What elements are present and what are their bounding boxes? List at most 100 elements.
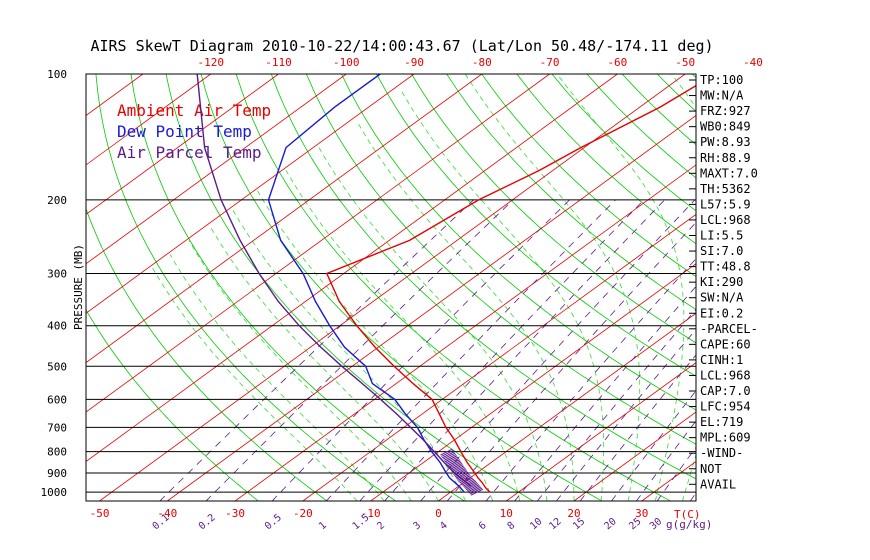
dry-adiabat-line bbox=[341, 74, 696, 411]
index-label: TP:100 bbox=[700, 73, 743, 87]
index-label: -WIND- bbox=[700, 446, 743, 460]
mixing-ratio-line bbox=[514, 285, 696, 501]
chart-title: AIRS SkewT Diagram 2010-10-22/14:00:43.6… bbox=[90, 37, 713, 55]
wind-barb-tick bbox=[462, 479, 476, 487]
mixing-ratio-axis-label: g(g/kg) bbox=[666, 518, 712, 531]
mixing-ratio-line bbox=[446, 221, 696, 501]
isotherm-line bbox=[86, 74, 347, 265]
index-label: KI:290 bbox=[700, 275, 743, 289]
top-temperature-tick-label: -70 bbox=[540, 56, 560, 69]
mixing-ratio-line bbox=[556, 328, 696, 501]
wind-barb-tick bbox=[443, 453, 457, 461]
dry-adiabat-line bbox=[516, 74, 696, 245]
mixing-ratio-line bbox=[326, 199, 616, 501]
index-label: SW:N/A bbox=[700, 291, 744, 305]
series-line-ambient-air-temp bbox=[325, 84, 696, 493]
pressure-tick-label: 100 bbox=[47, 68, 67, 81]
top-temperature-tick-label: -110 bbox=[265, 56, 292, 69]
isotherm-line bbox=[167, 115, 696, 501]
isotherm-line bbox=[99, 74, 686, 501]
moist-adiabat-line bbox=[209, 225, 439, 501]
index-label: TT:48.8 bbox=[700, 260, 751, 274]
index-label: EI:0.2 bbox=[700, 306, 743, 320]
index-label: WB0:849 bbox=[700, 120, 751, 134]
dry-adiabat-line bbox=[270, 74, 696, 480]
moist-adiabat-lines bbox=[151, 74, 696, 501]
index-label: CAP:7.0 bbox=[700, 384, 751, 398]
wind-barb-tick bbox=[463, 480, 477, 488]
dry-adiabat-line bbox=[86, 309, 259, 501]
wind-barb-tick bbox=[454, 469, 467, 477]
pressure-tick-label: 300 bbox=[47, 268, 67, 281]
index-label: TH:5362 bbox=[700, 182, 751, 196]
isotherm-line bbox=[505, 362, 696, 501]
mixing-ratio-tick-label: 2 bbox=[375, 520, 387, 532]
isotherm-line bbox=[777, 74, 870, 501]
index-label: NOT bbox=[700, 462, 722, 476]
mixing-ratio-tick-label: 4 bbox=[438, 520, 450, 532]
top-temperature-tick-label: -90 bbox=[404, 56, 424, 69]
isotherm-line bbox=[573, 411, 696, 501]
y-axis-label: PRESSURE (MB) bbox=[72, 244, 85, 330]
index-label: CAPE:60 bbox=[700, 337, 751, 351]
mixing-ratio-line bbox=[485, 258, 696, 501]
bottom-temperature-tick-label: 30 bbox=[635, 507, 648, 520]
top-temperature-tick-label: -100 bbox=[333, 56, 360, 69]
wind-barb-tick bbox=[452, 466, 465, 474]
series-line-air-parcel-temp bbox=[196, 74, 472, 487]
legend-entry: Air Parcel Temp bbox=[117, 143, 262, 162]
top-temperature-tick-label: -40 bbox=[743, 56, 763, 69]
wind-barb-tick bbox=[440, 448, 453, 456]
wind-barbs bbox=[440, 448, 484, 496]
wind-barb-tick bbox=[470, 488, 484, 496]
index-label: LI:5.5 bbox=[700, 229, 743, 243]
mixing-ratio-tick-label: 6 bbox=[477, 520, 489, 532]
wind-barb-tick bbox=[467, 485, 481, 493]
wind-barb-tick bbox=[451, 465, 464, 473]
isotherm-line bbox=[302, 213, 696, 501]
isotherm-line bbox=[86, 74, 279, 215]
wind-barb-tick bbox=[459, 476, 472, 484]
bottom-temperature-tick-label: 10 bbox=[500, 507, 513, 520]
top-temperature-tick-label: -60 bbox=[607, 56, 627, 69]
moist-adiabat-line bbox=[671, 74, 696, 501]
isotherm-line bbox=[86, 74, 483, 364]
wind-barb-tick bbox=[465, 483, 479, 491]
bottom-temperature-tick-label: -20 bbox=[293, 507, 313, 520]
pressure-tick-label: 500 bbox=[47, 360, 67, 373]
wind-barb-tick bbox=[466, 484, 480, 492]
isotherm-line bbox=[86, 74, 618, 462]
mixing-ratio-line bbox=[205, 199, 514, 501]
mixing-ratio-line bbox=[420, 199, 696, 501]
pressure-tick-labels: 100 200 300 400 500 600 700 800 900 1000 bbox=[41, 68, 68, 499]
temperature-axis-label: T(C) bbox=[674, 508, 701, 521]
legend-entry: Ambient Air Temp bbox=[117, 101, 271, 120]
mixing-ratio-tick-label: 0.5 bbox=[263, 512, 284, 532]
pressure-tick-label: 900 bbox=[47, 467, 67, 480]
wind-barb-tick bbox=[449, 462, 463, 470]
mixing-ratio-tick-label: 1 bbox=[317, 520, 329, 532]
isotherm-line bbox=[86, 74, 211, 166]
wind-barb-tick bbox=[441, 449, 454, 457]
dry-adiabat-line bbox=[762, 74, 870, 501]
dry-adiabat-line bbox=[86, 207, 328, 501]
index-label: RH:88.9 bbox=[700, 151, 751, 165]
wind-barb-tick bbox=[450, 464, 464, 472]
isotherm-line bbox=[845, 74, 870, 501]
mixing-ratio-line bbox=[159, 199, 474, 501]
dry-adiabat-line bbox=[306, 74, 696, 445]
index-label: LCL:968 bbox=[700, 213, 751, 227]
index-label: MPL:609 bbox=[700, 431, 751, 445]
mixing-ratio-line bbox=[384, 199, 665, 501]
mixing-ratio-tick-label: 20 bbox=[602, 516, 618, 532]
plot-frame bbox=[85, 73, 697, 502]
wind-barb-tick bbox=[469, 487, 483, 495]
mixing-ratio-line bbox=[537, 308, 696, 501]
index-label: L57:5.9 bbox=[700, 197, 751, 211]
isotherm-line bbox=[0, 74, 75, 501]
pressure-tick-label: 400 bbox=[47, 320, 67, 333]
wind-barb-tick bbox=[447, 459, 461, 467]
top-temperature-tick-label: -120 bbox=[197, 56, 224, 69]
